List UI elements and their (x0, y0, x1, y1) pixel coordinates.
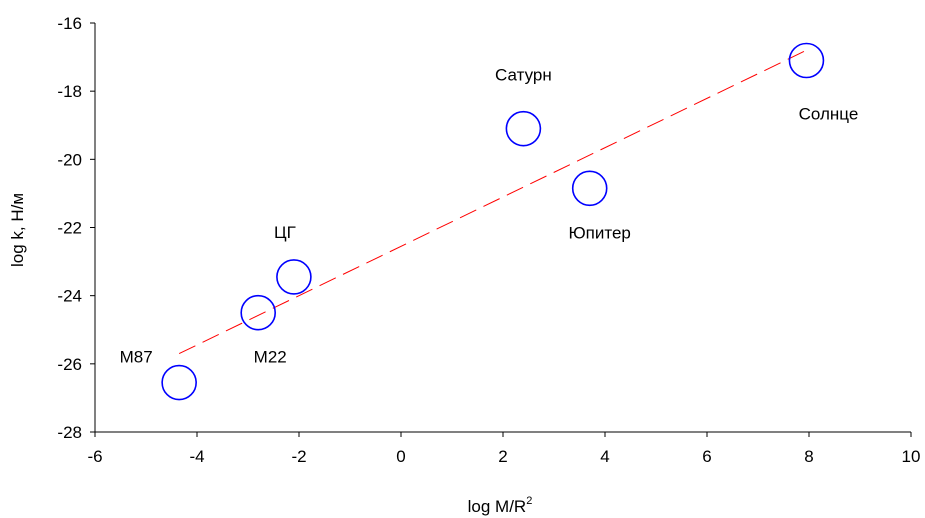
data-point (788, 42, 825, 79)
x-axis-title-sup: 2 (526, 495, 532, 507)
y-tick-label: -18 (57, 82, 82, 101)
point-label: Сатурн (495, 66, 552, 85)
point-label: Солнце (799, 104, 859, 123)
data-point (161, 364, 197, 401)
data-point (276, 259, 312, 295)
data-point (571, 170, 608, 207)
x-tick-label: 10 (902, 447, 921, 466)
point-label: Юпитер (569, 223, 631, 242)
x-tick-label: 4 (600, 447, 609, 466)
y-tick-label: -26 (57, 355, 82, 374)
x-tick-label: -4 (189, 447, 204, 466)
data-points (161, 42, 825, 401)
x-tick-label: 2 (498, 447, 507, 466)
y-tick-label: -22 (57, 219, 82, 238)
point-label: М22 (254, 348, 287, 367)
y-tick-label: -16 (57, 14, 82, 33)
trendline (178, 49, 807, 355)
x-tick-label: -6 (87, 447, 102, 466)
x-tick-label: 6 (702, 447, 711, 466)
x-axis-title: log M/R2 (468, 495, 533, 516)
y-axis-title: log k, Н/м (8, 193, 27, 267)
axes: -28-26-24-22-20-18-16-6 -4 -2 0 2 4 6 8 10 (57, 14, 920, 466)
x-axis-title-base: log M/R (468, 497, 527, 516)
point-label: ЦГ (274, 223, 296, 242)
x-tick-label: -2 (291, 447, 306, 466)
data-point (505, 110, 542, 147)
point-labels: М87 М22 ЦГ Сатурн Юпитер Солнце (120, 66, 859, 367)
data-point (240, 294, 277, 331)
x-tick-label: 0 (396, 447, 405, 466)
y-tick-label: -28 (57, 423, 82, 442)
x-tick-label: 8 (804, 447, 813, 466)
y-tick-label: -20 (57, 150, 82, 169)
y-tick-label: -24 (57, 287, 82, 306)
point-label: М87 (120, 348, 153, 367)
